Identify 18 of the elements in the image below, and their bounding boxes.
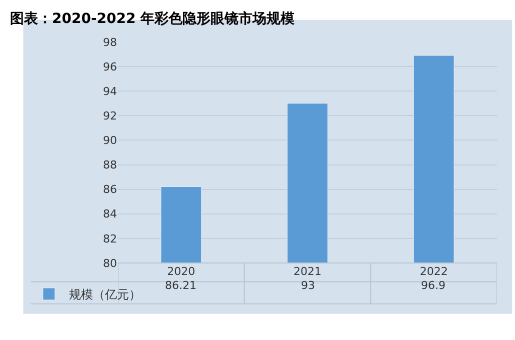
chart-title: 图表：2020-2022 年彩色隐形眼镜市场规模 [10, 10, 296, 27]
y-tick-label: 98 [103, 36, 117, 49]
legend-label: 规模（亿元） [68, 288, 141, 302]
x-tick-label: 2022 [420, 265, 448, 278]
data-label: 93 [301, 279, 315, 292]
y-tick-label: 82 [103, 232, 117, 246]
y-tick-label: 90 [103, 134, 117, 148]
y-tick-label: 96 [103, 60, 117, 74]
y-tick-label: 84 [103, 208, 117, 221]
x-tick-label: 2020 [167, 265, 196, 278]
x-tick-label: 2021 [294, 265, 322, 278]
data-label: 96.9 [421, 279, 446, 292]
y-tick-label: 94 [103, 84, 117, 98]
y-tick-label: 86 [103, 183, 117, 196]
y-tick-label: 80 [103, 256, 117, 270]
y-tick-label: 92 [103, 110, 117, 123]
data-label: 86.21 [165, 279, 196, 292]
y-tick-label: 88 [103, 158, 117, 172]
